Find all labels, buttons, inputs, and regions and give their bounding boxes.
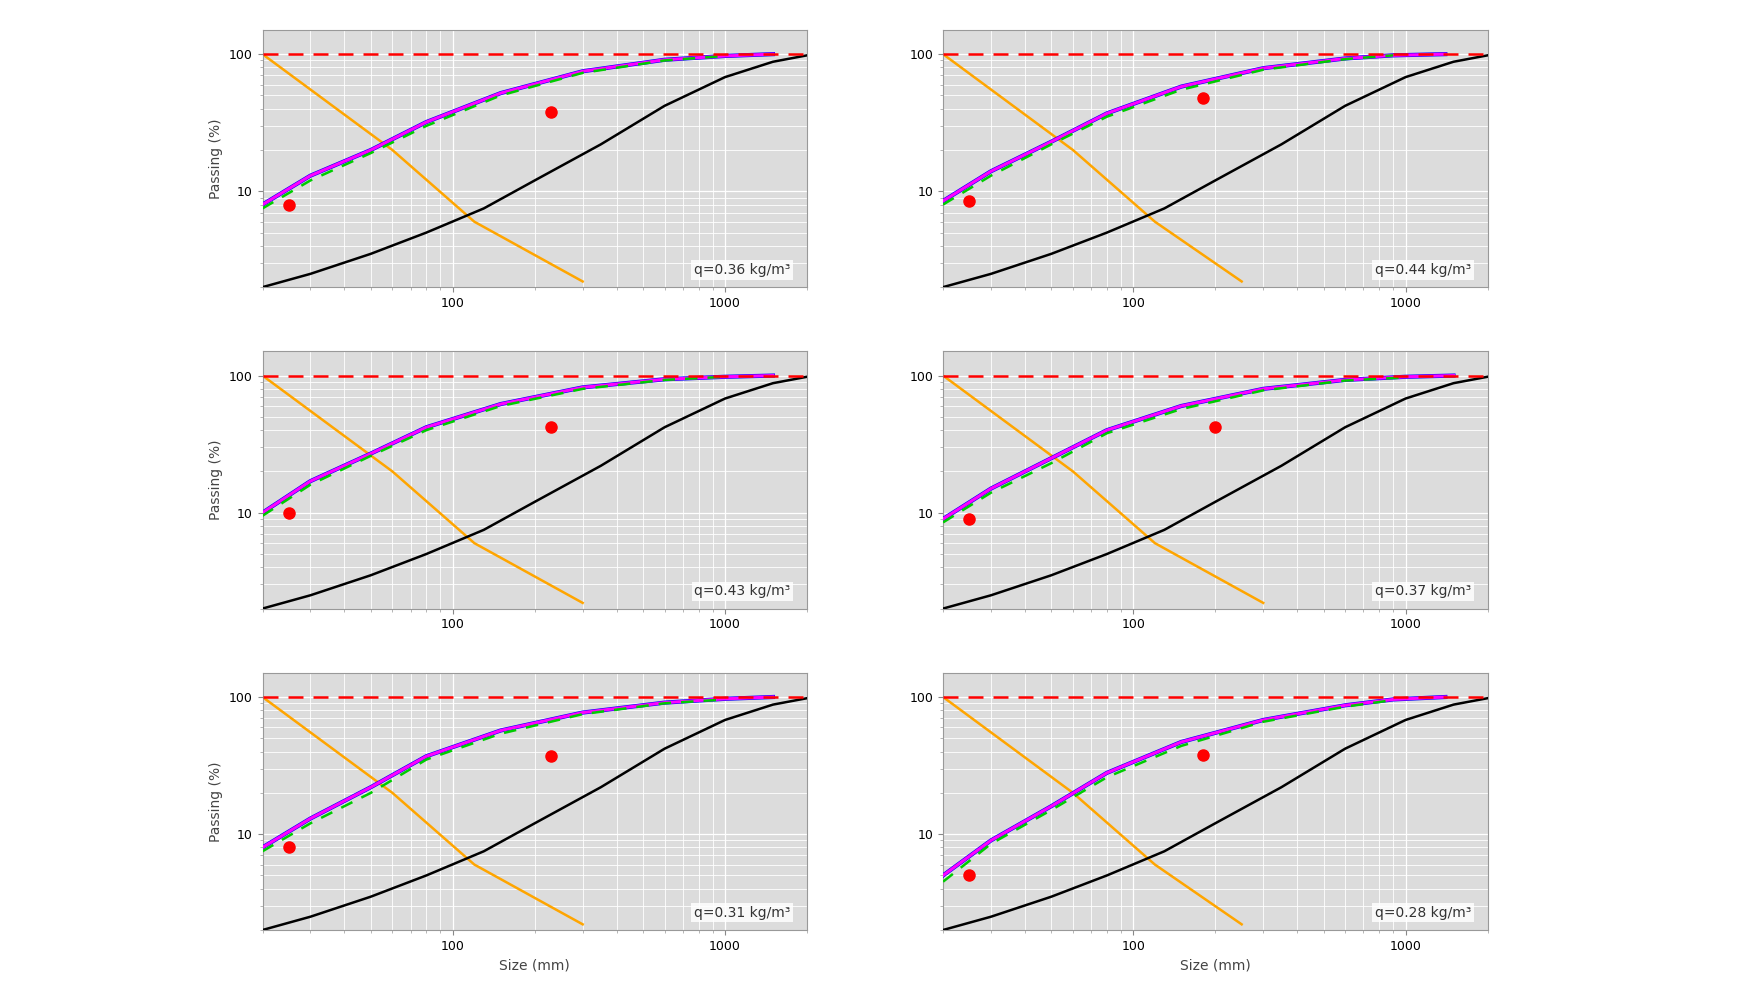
Text: q=0.43 kg/m³: q=0.43 kg/m³ bbox=[695, 584, 791, 598]
Y-axis label: Passing (%): Passing (%) bbox=[210, 118, 224, 199]
Text: q=0.36 kg/m³: q=0.36 kg/m³ bbox=[695, 263, 791, 277]
Text: q=0.44 kg/m³: q=0.44 kg/m³ bbox=[1376, 263, 1472, 277]
X-axis label: Size (mm): Size (mm) bbox=[1180, 958, 1251, 972]
Y-axis label: Passing (%): Passing (%) bbox=[210, 761, 224, 842]
Y-axis label: Passing (%): Passing (%) bbox=[210, 440, 224, 520]
Text: q=0.28 kg/m³: q=0.28 kg/m³ bbox=[1376, 906, 1472, 920]
Text: q=0.37 kg/m³: q=0.37 kg/m³ bbox=[1376, 584, 1472, 598]
Text: q=0.31 kg/m³: q=0.31 kg/m³ bbox=[695, 906, 791, 920]
X-axis label: Size (mm): Size (mm) bbox=[499, 958, 570, 972]
